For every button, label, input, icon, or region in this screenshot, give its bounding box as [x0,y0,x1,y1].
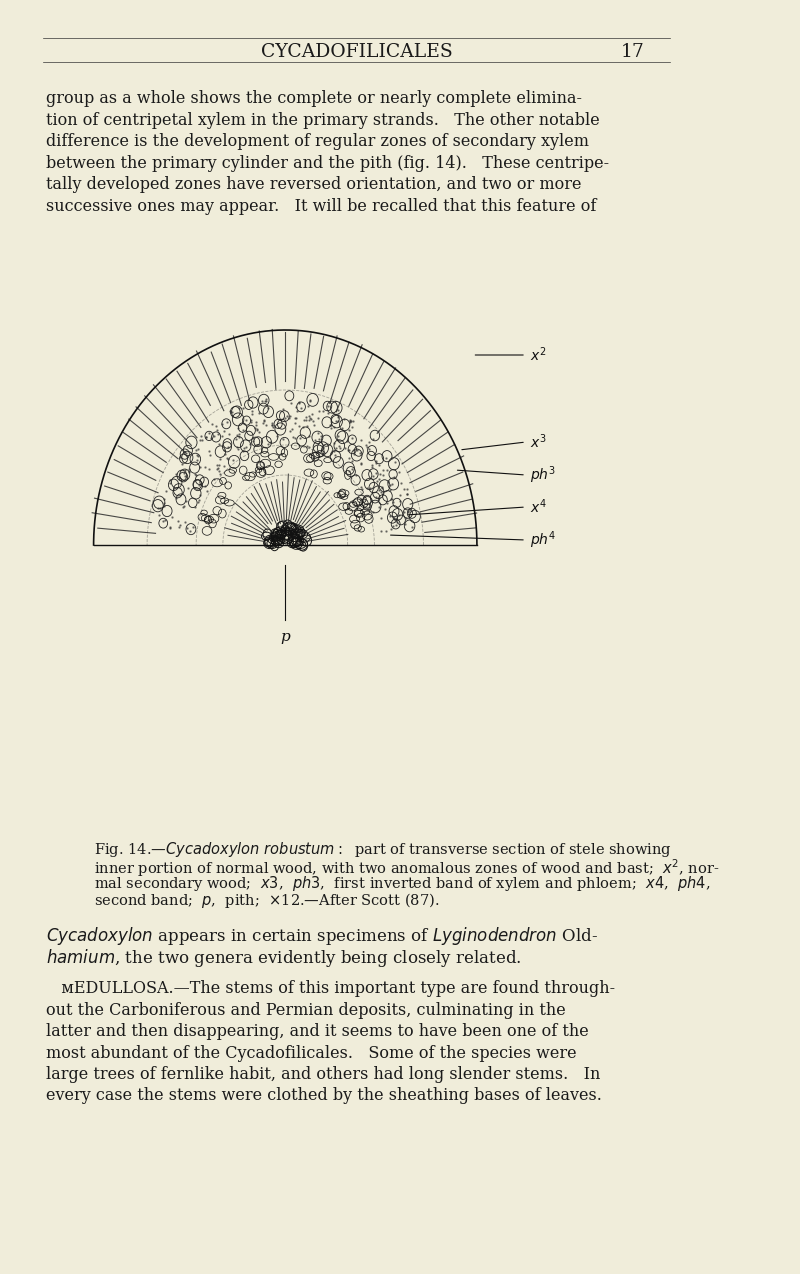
Text: difference is the development of regular zones of secondary xylem: difference is the development of regular… [46,132,590,150]
Text: tion of centripetal xylem in the primary strands.   The other notable: tion of centripetal xylem in the primary… [46,112,600,129]
Text: latter and then disappearing, and it seems to have been one of the: latter and then disappearing, and it see… [46,1023,589,1040]
Text: group as a whole shows the complete or nearly complete elimina-: group as a whole shows the complete or n… [46,90,582,107]
Text: 17: 17 [621,43,645,61]
Text: out the Carboniferous and Permian deposits, culminating in the: out the Carboniferous and Permian deposi… [46,1001,566,1018]
Text: Fig. 14.—$\it{Cycadoxylon\ robustum:}$  part of transverse section of stele show: Fig. 14.—$\it{Cycadoxylon\ robustum:}$ p… [94,840,671,859]
Text: between the primary cylinder and the pith (fig. 14).   These centripe-: between the primary cylinder and the pit… [46,154,610,172]
Text: successive ones may appear.   It will be recalled that this feature of: successive ones may appear. It will be r… [46,197,597,214]
Text: $x^3$: $x^3$ [530,433,547,451]
Text: large trees of fernlike habit, and others had long slender stems.   In: large trees of fernlike habit, and other… [46,1066,601,1083]
Text: CYCADOFILICALES: CYCADOFILICALES [261,43,453,61]
Text: $\it{hamium}$, the two genera evidently being closely related.: $\it{hamium}$, the two genera evidently … [46,947,522,968]
Text: most abundant of the Cycadofilicales.   Some of the species were: most abundant of the Cycadofilicales. So… [46,1045,577,1061]
Text: tally developed zones have reversed orientation, and two or more: tally developed zones have reversed orie… [46,176,582,192]
Text: every case the stems were clothed by the sheathing bases of leaves.: every case the stems were clothed by the… [46,1088,602,1105]
Text: $x^2$: $x^2$ [530,345,547,364]
Text: ᴍEDULLOSA.—The stems of this important type are found through-: ᴍEDULLOSA.—The stems of this important t… [46,980,615,998]
Text: p: p [280,631,290,643]
Text: second band;  $\it{p}$,  pith;  $\times$12.—After Scott (87).: second band; $\it{p}$, pith; $\times$12.… [94,891,439,910]
Text: $x^4$: $x^4$ [530,498,547,516]
Text: $ph^4$: $ph^4$ [530,529,557,550]
Text: $\it{Cycadoxylon}$ appears in certain specimens of $\it{Lyginodendron}$ Old-: $\it{Cycadoxylon}$ appears in certain sp… [46,925,598,947]
FancyBboxPatch shape [89,280,504,805]
Text: $ph^3$: $ph^3$ [530,464,557,485]
Text: inner portion of normal wood, with two anomalous zones of wood and bast;  $x^2$,: inner portion of normal wood, with two a… [94,857,719,879]
Text: mal secondary wood;  $x3$,  $\it{ph3}$,  first inverted band of xylem and phloem: mal secondary wood; $x3$, $\it{ph3}$, fi… [94,874,710,893]
